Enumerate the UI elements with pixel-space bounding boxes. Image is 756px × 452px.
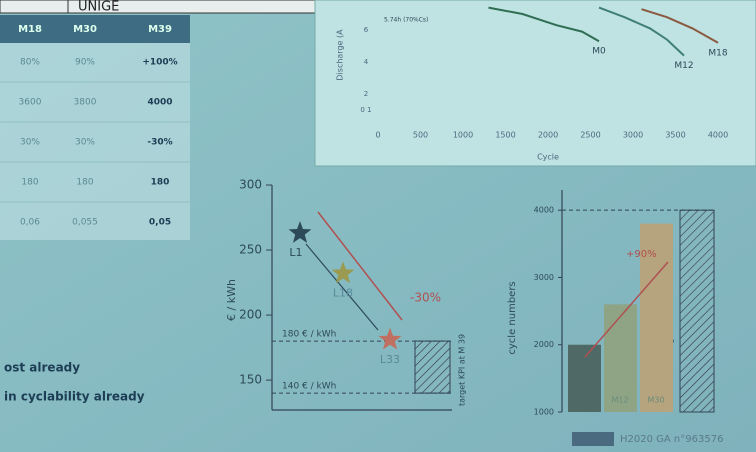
y-axis-label: cycle numbers (507, 281, 518, 354)
point-label: L33 (380, 353, 400, 366)
bar (568, 345, 601, 412)
reference-label: 140 € / kWh (282, 382, 336, 392)
y-axis-label: € / kWh (225, 279, 238, 321)
x-tick-label: 2500 (580, 131, 600, 140)
table-bg (0, 15, 190, 240)
x-tick-label: 500 (413, 131, 428, 140)
table-cell: 30% (75, 138, 95, 148)
table-cell: 0,06 (20, 218, 40, 228)
note: ost already (4, 361, 80, 375)
y-tick-label: 3000 (534, 273, 554, 282)
table-cell: -30% (147, 138, 172, 148)
x-tick-label: 0 (375, 131, 380, 140)
y-tick-label: 4000 (534, 206, 554, 215)
series-label: M0 (592, 47, 606, 57)
x-tick-label: 2000 (538, 131, 558, 140)
y-tick-label: 300 (239, 178, 262, 192)
x-axis-label: Cycle (537, 153, 559, 162)
y-tick-label: 250 (239, 243, 262, 257)
series-label: M12 (674, 61, 693, 71)
table-cell: 180 (151, 178, 170, 188)
y-tick-label: 0 1 (360, 106, 371, 114)
bar-label: M12 (611, 396, 628, 405)
x-tick-label: 3000 (623, 131, 643, 140)
point-label: L18 (333, 286, 353, 299)
bar-label: M30 (647, 396, 664, 405)
table-cell: 80% (20, 58, 40, 68)
y-tick-label: 4 (364, 58, 369, 66)
x-tick-label: 1500 (495, 131, 515, 140)
x-tick-label: 1000 (453, 131, 473, 140)
table-cell: 0,05 (149, 218, 171, 228)
table-cell: 180 (21, 178, 38, 188)
note: in cyclability already (4, 390, 145, 404)
annotation: 5.74h (70%Cs) (384, 17, 428, 24)
x-tick-label: 4000 (708, 131, 728, 140)
table-cell: 4000 (147, 98, 172, 108)
table-header-cell: M30 (73, 24, 97, 35)
y-tick-label: 200 (239, 308, 262, 322)
x-tick-label: 3500 (665, 131, 685, 140)
y-tick-label: 150 (239, 373, 262, 387)
table-cell: 3600 (19, 98, 42, 108)
slide-photo: UNIGE ost already in cyclability already… (0, 0, 756, 452)
y-tick-label: 2 (364, 90, 368, 98)
target-box (415, 341, 450, 393)
target-bar (680, 210, 714, 412)
table-header-cell: M39 (148, 24, 172, 35)
table-cell: 0,055 (72, 218, 98, 228)
series-label: M18 (708, 48, 727, 58)
target-label: target KPI at M 39 (458, 334, 467, 406)
annotation: -30% (410, 291, 441, 305)
table-cell: 30% (20, 138, 40, 148)
y-tick-label: 6 (364, 26, 369, 34)
table-cell: 90% (75, 58, 95, 68)
y-tick-label: 1000 (534, 408, 554, 417)
line-chart-panel (315, 0, 756, 166)
table-cell: 180 (76, 178, 93, 188)
annotation: +90% (626, 249, 657, 260)
table-cell: 3800 (74, 98, 97, 108)
table-header-cell: M18 (18, 24, 42, 35)
footer-logo (572, 432, 614, 446)
table-cell: +100% (142, 58, 177, 68)
point-label: L1 (289, 246, 302, 259)
footer-text: H2020 GA n°963576 (620, 434, 723, 445)
reference-label: 180 € / kWh (282, 330, 336, 340)
header-title: UNIGE (78, 0, 119, 15)
y-axis-label: Discharge (A (336, 29, 345, 81)
y-tick-label: 2000 (534, 340, 554, 349)
